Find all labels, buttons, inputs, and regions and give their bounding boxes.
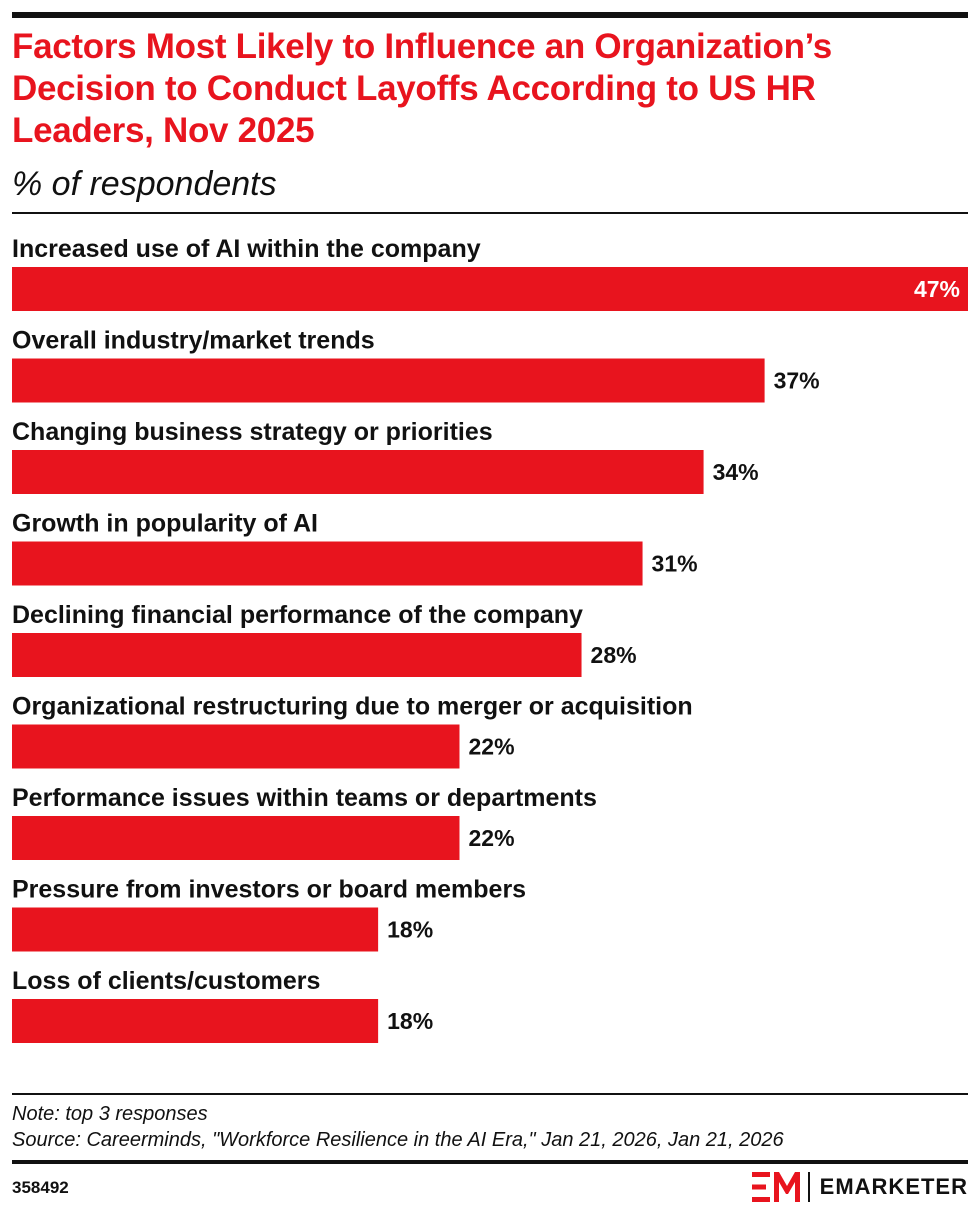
bar-row: Organizational restructuring due to merg… xyxy=(12,693,693,769)
value-label: 34% xyxy=(713,459,759,485)
bar xyxy=(12,633,582,677)
bar-row: Increased use of AI within the company 47… xyxy=(12,235,968,311)
chart-id: 358492 xyxy=(12,1178,69,1197)
top-rule xyxy=(12,12,968,18)
category-label: Growth in popularity of AI xyxy=(12,510,318,538)
bar-row: Changing business strategy or priorities… xyxy=(12,418,759,494)
footer-rule xyxy=(12,1160,968,1164)
bar xyxy=(12,267,968,311)
bar-row: Performance issues within teams or depar… xyxy=(12,784,597,860)
value-label: 18% xyxy=(387,917,433,943)
brand-logo[interactable]: EMARKETER xyxy=(751,1170,968,1204)
bar-row: Loss of clients/customers 18% xyxy=(12,967,433,1043)
brand-divider xyxy=(807,1172,810,1202)
category-label: Declining financial performance of the c… xyxy=(12,601,583,629)
chart-note: Note: top 3 responses xyxy=(12,1103,208,1125)
footer-top-rule xyxy=(12,1093,968,1095)
value-label: 22% xyxy=(468,825,514,851)
chart-title: Factors Most Likely to Influence an Orga… xyxy=(12,27,832,150)
bar xyxy=(12,999,379,1043)
bar-row: Declining financial performance of the c… xyxy=(12,601,637,677)
value-label: 47% xyxy=(914,276,960,302)
bar-row: Overall industry/market trends 37% xyxy=(12,327,820,403)
bar xyxy=(12,541,643,586)
chart-subtitle: % of respondents xyxy=(12,165,277,203)
header-rule xyxy=(12,212,968,214)
value-label: 31% xyxy=(652,551,698,577)
category-label: Increased use of AI within the company xyxy=(12,235,481,263)
bar xyxy=(12,907,379,952)
category-label: Loss of clients/customers xyxy=(12,967,320,995)
category-label: Performance issues within teams or depar… xyxy=(12,784,597,812)
bar xyxy=(12,358,765,403)
category-label: Changing business strategy or priorities xyxy=(12,418,493,446)
category-label: Pressure from investors or board members xyxy=(12,876,526,904)
category-label: Organizational restructuring due to merg… xyxy=(12,693,693,721)
em-logo-icon xyxy=(751,1172,800,1202)
bar xyxy=(12,724,460,769)
chart-source: Source: Careerminds, "Workforce Resilien… xyxy=(12,1129,784,1151)
bar-row: Growth in popularity of AI 31% xyxy=(12,510,698,586)
bar xyxy=(12,450,704,494)
bar xyxy=(12,816,460,860)
value-label: 28% xyxy=(591,642,637,668)
bar-row: Pressure from investors or board members… xyxy=(12,876,526,952)
value-label: 22% xyxy=(468,734,514,760)
bar-chart: Increased use of AI within the company 47… xyxy=(12,235,968,1043)
value-label: 37% xyxy=(774,368,820,394)
value-label: 18% xyxy=(387,1008,433,1034)
category-label: Overall industry/market trends xyxy=(12,327,375,355)
brand-name: EMARKETER xyxy=(819,1174,968,1199)
